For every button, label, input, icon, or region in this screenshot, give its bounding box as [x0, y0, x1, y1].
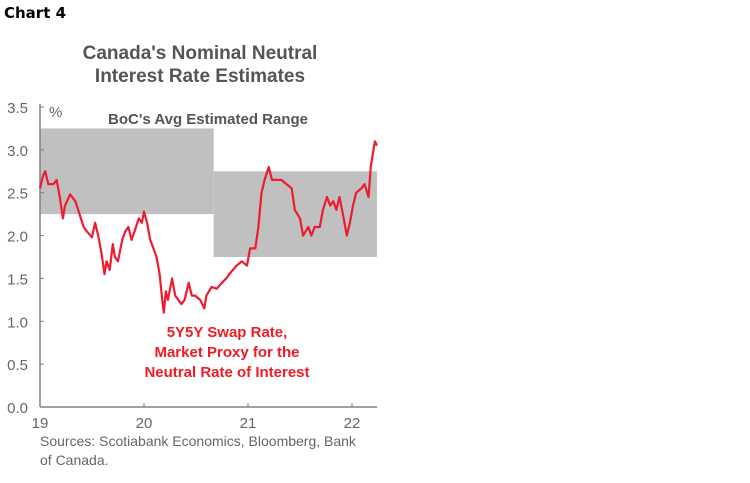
y-tick-label: 1.5	[7, 271, 28, 288]
y-tick-label: 1.0	[7, 314, 28, 331]
sources-note: Sources: Scotiabank Economics, Bloomberg…	[40, 432, 400, 470]
y-tick-label: 2.5	[7, 186, 28, 203]
sources-line1: Sources: Scotiabank Economics, Bloomberg…	[40, 433, 356, 449]
x-tick-label: 20	[136, 415, 153, 432]
y-tick-label: 2.0	[7, 229, 28, 246]
series-annotation-line: 5Y5Y Swap Rate,	[167, 324, 288, 341]
y-tick-label: 3.0	[7, 143, 28, 160]
y-tick-label: 3.5	[7, 100, 28, 117]
chart-number-label: Chart 4	[4, 4, 67, 22]
sources-line2: of Canada.	[40, 452, 109, 468]
series-line-5y5y-swap-rate	[38, 140, 378, 314]
series-annotation-line: Neutral Rate of Interest	[144, 364, 309, 381]
range-band-1	[40, 128, 214, 215]
y-tick-label: 0.0	[7, 400, 28, 417]
series-annotation-line: Market Proxy for the	[154, 344, 299, 361]
band-label: BoC's Avg Estimated Range	[108, 111, 308, 128]
range-band-2	[213, 171, 377, 257]
chart-title-line1: Canada's Nominal Neutral	[82, 43, 318, 64]
chart-title: Canada's Nominal Neutral Interest Rate E…	[20, 42, 380, 88]
x-tick-label: 22	[344, 415, 361, 432]
y-tick-label: 0.5	[7, 357, 28, 374]
x-tick-label: 19	[32, 415, 49, 432]
x-tick-label: 21	[240, 415, 257, 432]
y-unit-label: %	[49, 104, 62, 121]
chart-title-line2: Interest Rate Estimates	[94, 66, 306, 87]
